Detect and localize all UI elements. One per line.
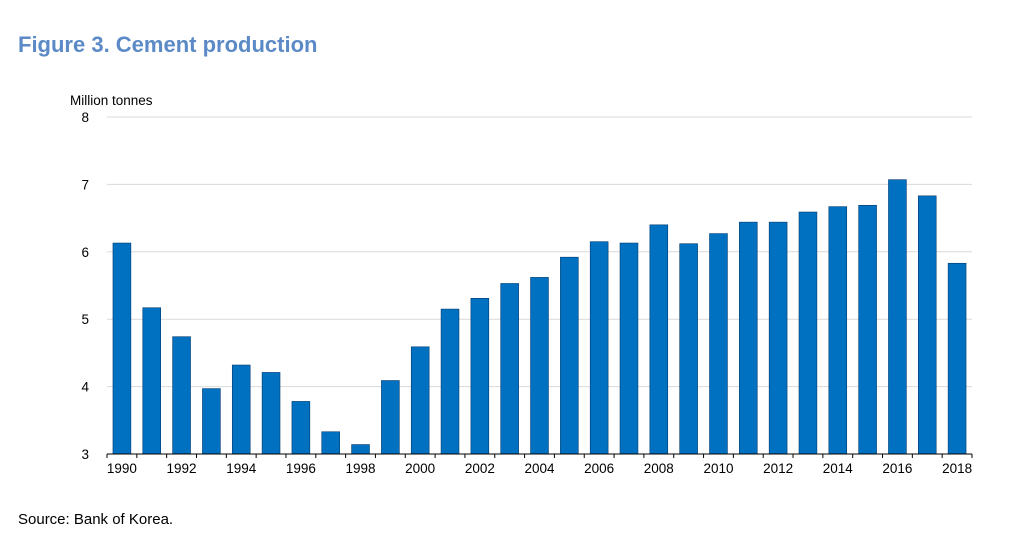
- y-tick-label: 4: [81, 380, 89, 395]
- axes: 3 4 5 6 7 8 1990 1992 1994 1996 1998 2000 2002 2004 20…: [81, 110, 973, 476]
- source-note: Source: Bank of Korea.: [18, 511, 174, 528]
- bar: [918, 195, 937, 455]
- bar: [410, 346, 430, 455]
- bar: [261, 372, 281, 455]
- bar: [560, 256, 579, 455]
- bar: [202, 388, 221, 455]
- bar: [112, 242, 132, 455]
- y-tick-label: 5: [81, 312, 89, 327]
- bar: [589, 241, 609, 455]
- chart-title: Figure 3. Cement production: [18, 32, 318, 57]
- x-tick-label: 2012: [763, 461, 793, 476]
- x-tick-label: 2014: [823, 461, 854, 476]
- bar: [798, 211, 818, 455]
- bar: [679, 243, 698, 455]
- x-tick-label: 1990: [107, 461, 137, 476]
- bar: [530, 277, 549, 455]
- x-tick-label: 2010: [703, 461, 733, 476]
- bar: [888, 179, 907, 455]
- bar: [142, 307, 161, 455]
- y-axis-label: Million tonnes: [70, 93, 153, 108]
- bar: [470, 298, 490, 455]
- bar: [947, 262, 967, 455]
- bar: [858, 204, 877, 455]
- bar: [381, 380, 400, 455]
- bars: [112, 179, 967, 455]
- bar: [321, 431, 340, 455]
- bar: [231, 364, 251, 455]
- bar: [172, 336, 191, 455]
- y-tick-label: 3: [81, 447, 89, 462]
- bar: [768, 221, 788, 455]
- bar: [709, 233, 728, 455]
- bar: [739, 221, 758, 455]
- x-tick-label: 1998: [346, 461, 376, 476]
- x-tick-label: 2008: [644, 461, 674, 476]
- x-tick-label: 1994: [226, 461, 257, 476]
- bar: [649, 224, 669, 455]
- x-tick-label: 2018: [942, 461, 972, 476]
- y-tick-label: 6: [81, 245, 89, 260]
- bar: [291, 401, 311, 455]
- x-tick-label: 2000: [405, 461, 435, 476]
- x-tick-label: 1996: [286, 461, 316, 476]
- x-tick-label: 2006: [584, 461, 614, 476]
- bar: [619, 242, 639, 455]
- bar: [500, 283, 519, 455]
- x-tick-label: 2016: [882, 461, 912, 476]
- y-tick-label: 8: [81, 110, 89, 125]
- x-tick-label: 2004: [524, 461, 555, 476]
- x-tick-label: 2002: [465, 461, 495, 476]
- x-tick-label: 1992: [167, 461, 197, 476]
- bar: [440, 308, 460, 455]
- y-tick-label: 7: [81, 177, 89, 192]
- bar: [828, 206, 848, 455]
- bar: [351, 444, 370, 455]
